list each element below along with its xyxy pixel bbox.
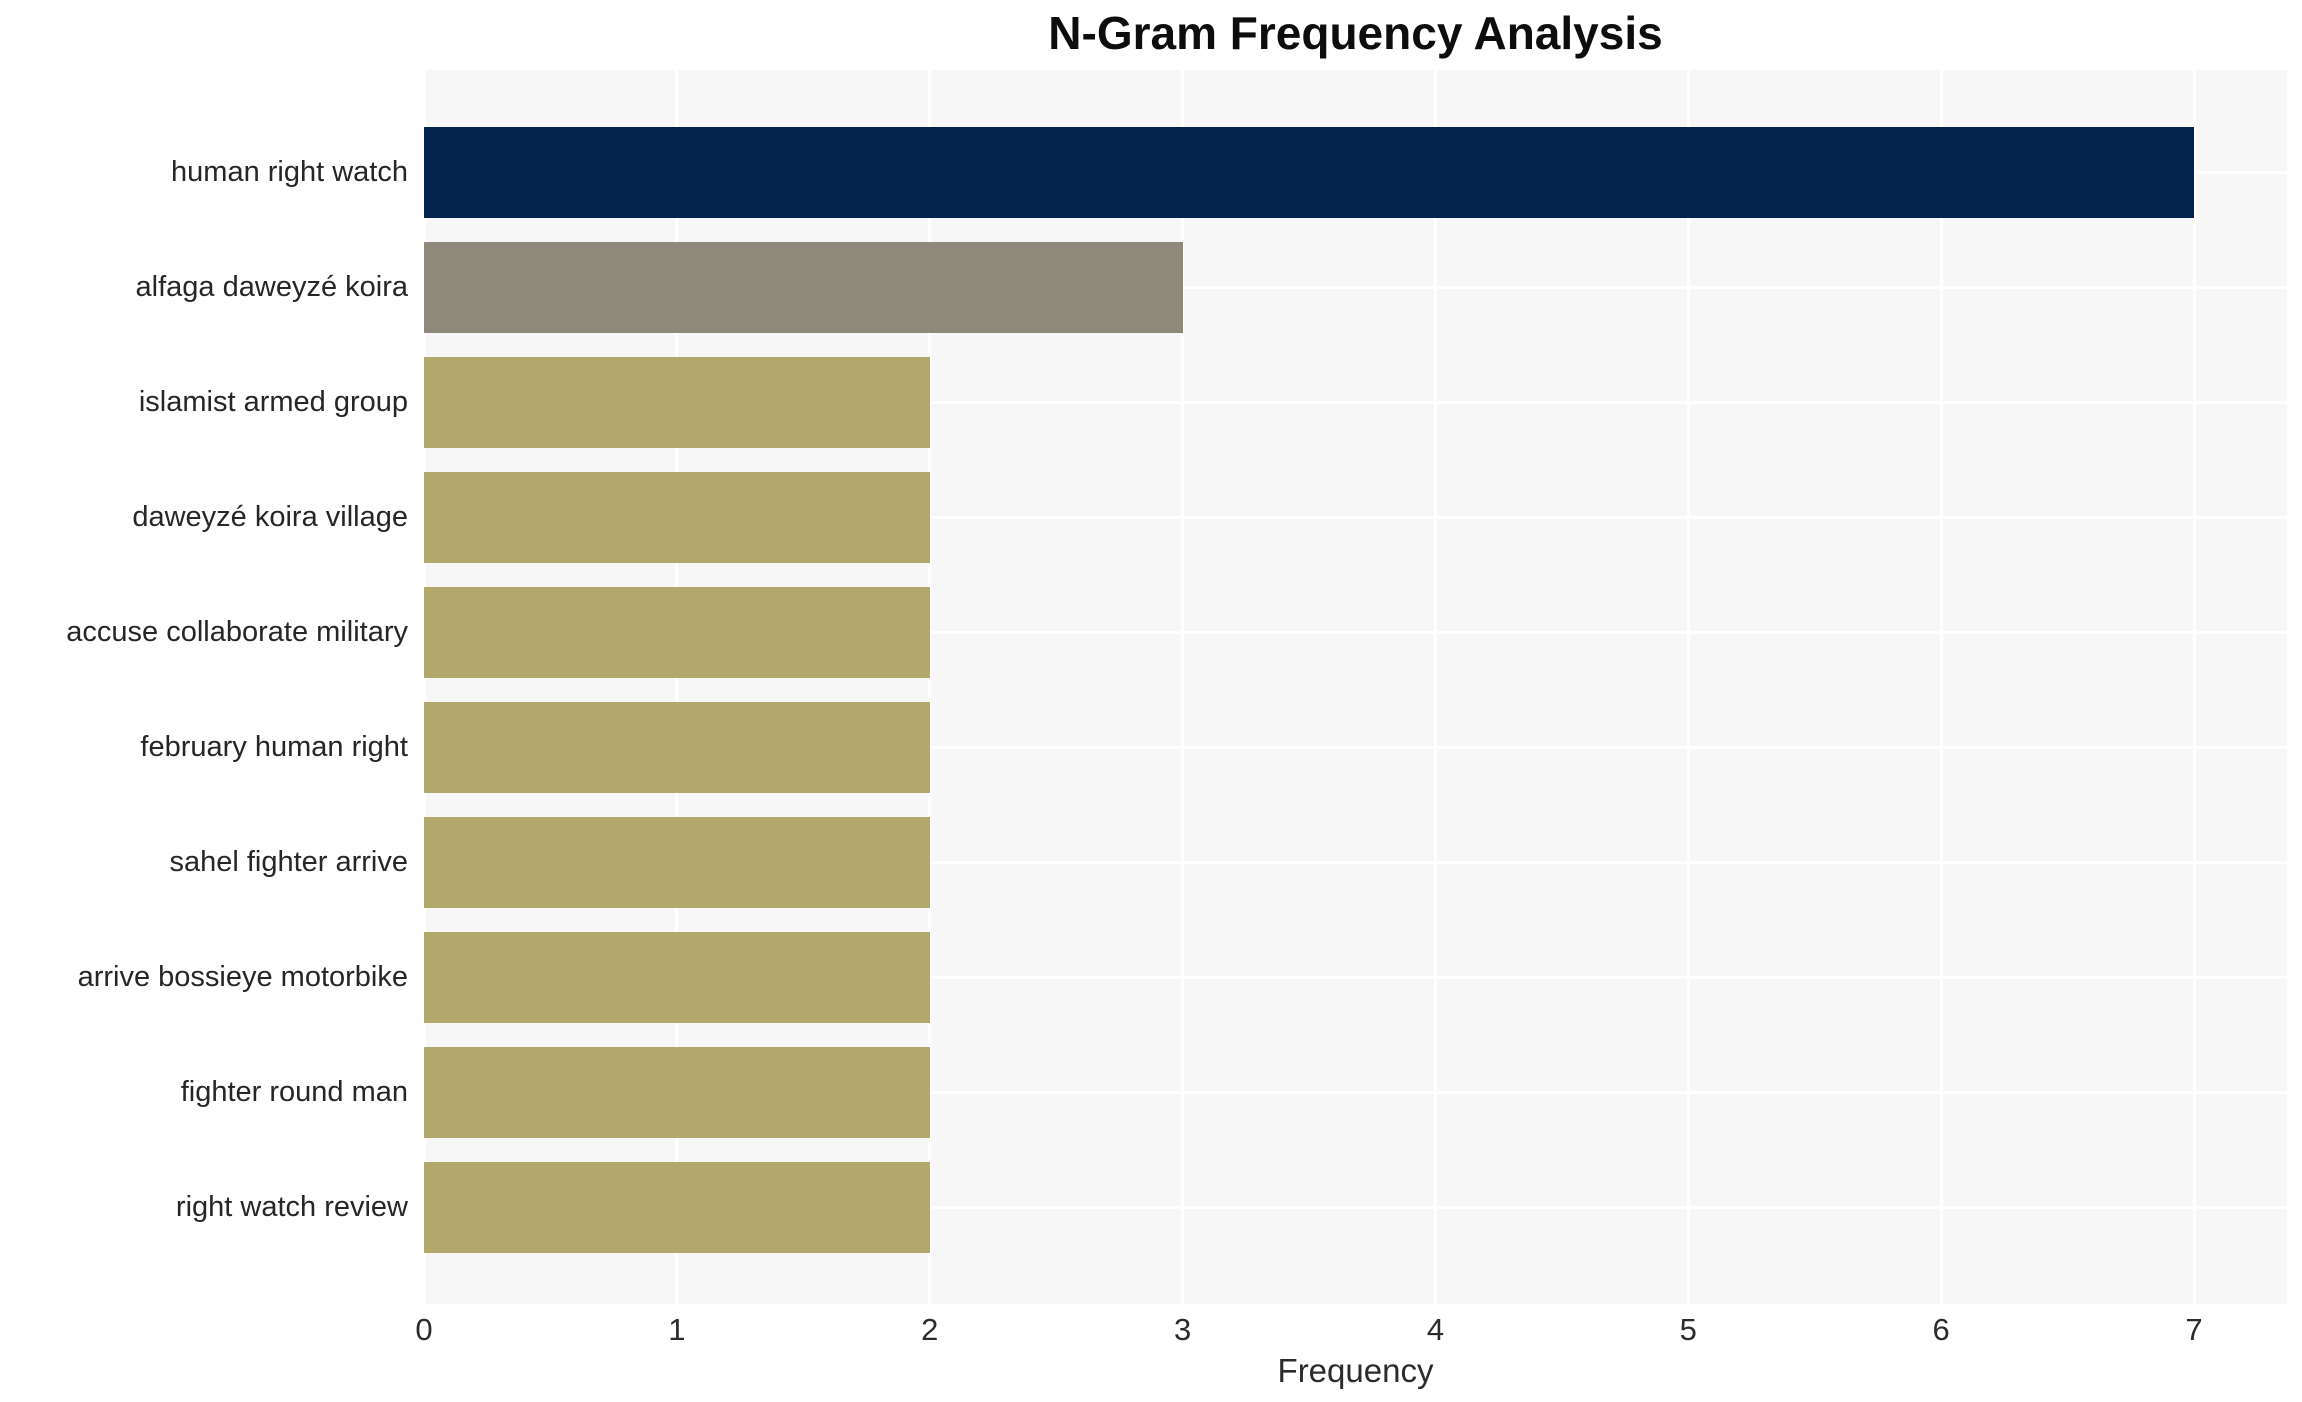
vertical-gridline — [928, 70, 932, 1304]
x-tick-label: 1 — [668, 1312, 686, 1347]
bar-rows: human right watch alfaga daweyzé koira isl… — [0, 70, 2302, 1304]
category-label: islamist armed group — [138, 386, 408, 418]
frequency-bar — [424, 472, 930, 563]
bar-row: fighter round man — [0, 1035, 2302, 1150]
x-tick-label: 3 — [1173, 1312, 1192, 1347]
bar-row: islamist armed group — [0, 345, 2302, 460]
bar-row: sahel fighter arrive — [0, 805, 2302, 920]
category-label: accuse collaborate military — [66, 616, 408, 648]
category-label: arrive bossieye motorbike — [77, 961, 408, 993]
x-tick-label: 6 — [1932, 1312, 1950, 1347]
bar-row: arrive bossieye motorbike — [0, 920, 2302, 1035]
bar-row: alfaga daweyzé koira — [0, 230, 2302, 345]
horizontal-gridline — [424, 1091, 2287, 1094]
horizontal-gridline — [424, 861, 2287, 864]
x-axis-ticks: 0 1 2 3 4 5 6 7 — [0, 1312, 2302, 1352]
vertical-gridline — [1181, 70, 1185, 1304]
frequency-bar — [424, 702, 930, 793]
category-label: sahel fighter arrive — [169, 846, 408, 878]
x-tick-label: 4 — [1426, 1312, 1445, 1347]
vertical-gridline — [1433, 70, 1437, 1304]
bar-row: february human right — [0, 690, 2302, 805]
category-label: daweyzé koira village — [132, 501, 408, 533]
vertical-gridline — [2192, 70, 2196, 1304]
bar-row: daweyzé koira village — [0, 460, 2302, 575]
category-label: right watch review — [175, 1191, 408, 1223]
horizontal-gridline — [424, 401, 2287, 404]
category-label: february human right — [140, 731, 408, 763]
category-label: alfaga daweyzé koira — [135, 271, 408, 303]
vertical-gridline — [1939, 70, 1943, 1304]
frequency-bar — [424, 242, 1183, 333]
bar-row: right watch review — [0, 1150, 2302, 1265]
vertical-gridline — [422, 70, 426, 1304]
horizontal-gridline — [424, 976, 2287, 979]
frequency-bar — [424, 1047, 930, 1138]
bar-row: accuse collaborate military — [0, 575, 2302, 690]
x-axis-label: Frequency — [1277, 1352, 1434, 1389]
frequency-bar — [424, 357, 930, 448]
category-label: fighter round man — [180, 1076, 408, 1108]
frequency-bar — [424, 587, 930, 678]
horizontal-gridline — [424, 631, 2287, 634]
frequency-bar — [424, 1162, 930, 1253]
x-tick-label: 7 — [2185, 1312, 2203, 1347]
bar-row: human right watch — [0, 115, 2302, 230]
frequency-bar — [424, 817, 930, 908]
horizontal-gridline — [424, 1206, 2287, 1209]
x-tick-label: 5 — [1679, 1312, 1697, 1347]
x-tick-label: 2 — [921, 1312, 939, 1347]
category-label: human right watch — [171, 156, 408, 188]
chart-title: N-Gram Frequency Analysis — [1048, 7, 1663, 59]
horizontal-gridline — [424, 746, 2287, 749]
frequency-bar — [424, 932, 930, 1023]
frequency-bar — [424, 127, 2195, 218]
vertical-gridline — [1686, 70, 1690, 1304]
x-tick-label: 0 — [415, 1312, 433, 1347]
horizontal-gridline — [424, 516, 2287, 519]
horizontal-gridline — [424, 286, 2287, 289]
vertical-gridline — [675, 70, 679, 1304]
